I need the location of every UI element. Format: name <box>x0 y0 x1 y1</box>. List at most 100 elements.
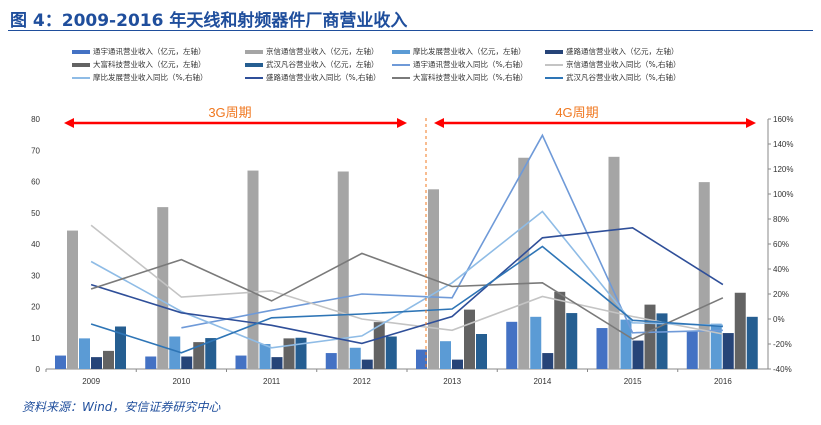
bar-5-2012 <box>373 322 385 369</box>
right-tick-label: 60% <box>773 240 789 249</box>
legend-label: 盛路通信营业收入同比（%,右轴） <box>266 73 381 82</box>
source-note: 资料来源：Wind，安信证券研究中心 <box>22 400 221 414</box>
bar-4-2013 <box>452 359 463 369</box>
legend-item: 大富科技营业收入（亿元，左轴） <box>72 59 206 70</box>
growth-line-5 <box>90 252 724 340</box>
x-tick-label: 2009 <box>82 377 100 386</box>
growth-line-2 <box>90 224 724 335</box>
bar-6-2015 <box>656 313 668 369</box>
bar-2-2012 <box>337 171 349 369</box>
arrow-head-left <box>64 118 74 128</box>
legend-swatch <box>72 76 90 79</box>
bar-3-2010 <box>169 336 181 369</box>
legend-label: 武汉凡谷营业收入同比（%,右轴） <box>566 73 681 82</box>
bar-6-2012 <box>385 336 397 369</box>
bar-2-2014 <box>518 157 530 369</box>
left-tick-label: 40 <box>31 240 40 249</box>
bar-4-2016 <box>722 333 734 369</box>
bar-3-2015 <box>620 319 632 369</box>
bar-2-2016 <box>698 182 710 369</box>
legend-label: 摩比发展营业收入同比（%,右轴） <box>93 73 208 82</box>
legend-item: 盛路通信营业收入同比（%,右轴） <box>245 72 381 83</box>
bar-6-2016 <box>746 316 758 369</box>
bar-1-2009 <box>55 355 66 369</box>
legend-label: 通宇通讯营业收入同比（%,右轴） <box>413 60 528 69</box>
bar-3-2013 <box>440 341 451 369</box>
bar-2-2011 <box>247 170 259 369</box>
legend-item: 大富科技营业收入同比（%,右轴） <box>392 72 528 83</box>
bar-4-2015 <box>632 340 644 369</box>
right-tick-label: 40% <box>773 265 789 274</box>
bar-5-2010 <box>193 342 205 369</box>
x-tick-label: 2015 <box>624 377 642 386</box>
bar-5-2011 <box>283 338 295 369</box>
arrow-head-right <box>746 118 756 128</box>
bar-6-2013 <box>476 334 487 369</box>
bar-5-2013 <box>464 309 475 369</box>
bar-1-2010 <box>145 356 157 369</box>
legend-item: 京信通信营业收入同比（%,右轴） <box>545 59 681 70</box>
bar-5-2016 <box>734 292 746 369</box>
bar-3-2011 <box>259 344 271 369</box>
bar-6-2010 <box>205 338 217 369</box>
bar-4-2011 <box>271 357 283 369</box>
legend-label: 大富科技营业收入（亿元，左轴） <box>93 60 206 69</box>
bar-1-2011 <box>235 355 247 369</box>
right-tick-label: 80% <box>773 215 789 224</box>
x-tick-label: 2013 <box>443 377 461 386</box>
bar-1-2016 <box>686 330 698 369</box>
bar-6-2014 <box>566 313 578 369</box>
legend-swatch <box>392 49 410 54</box>
legend-item: 通宇通讯营业收入同比（%,右轴） <box>392 59 528 70</box>
legend-label: 武汉凡谷营业收入（亿元，左轴） <box>266 60 379 69</box>
legend-swatch <box>545 49 563 54</box>
legend-label: 京信通信营业收入同比（%,右轴） <box>566 60 681 69</box>
left-tick-label: 60 <box>31 178 40 187</box>
arrow-head-right <box>397 118 407 128</box>
legend-item: 京信通信营业收入（亿元，左轴） <box>245 46 379 57</box>
left-tick-label: 10 <box>31 334 40 343</box>
4g-period-label: 4G周期 <box>555 105 598 120</box>
x-tick-label: 2010 <box>172 377 190 386</box>
right-tick-label: 120% <box>773 165 793 174</box>
legend-label: 大富科技营业收入同比（%,右轴） <box>413 73 528 82</box>
bar-3-2014 <box>530 316 542 369</box>
left-tick-label: 50 <box>31 209 40 218</box>
legend-item: 武汉凡谷营业收入同比（%,右轴） <box>545 72 681 83</box>
right-tick-label: 140% <box>773 140 793 149</box>
growth-line-4 <box>90 226 724 345</box>
bar-6-2011 <box>295 337 307 369</box>
bar-2-2009 <box>67 230 78 369</box>
bar-4-2009 <box>91 357 102 369</box>
right-tick-label: 100% <box>773 190 793 199</box>
bar-3-2016 <box>710 323 722 369</box>
growth-line-3 <box>90 210 723 349</box>
title-divider <box>8 30 813 31</box>
x-tick-label: 2014 <box>533 377 551 386</box>
legend-item: 摩比发展营业收入（亿元，左轴） <box>392 46 526 57</box>
growth-line-6 <box>90 245 723 354</box>
legend-label: 京信通信营业收入（亿元，左轴） <box>266 47 379 56</box>
legend-swatch <box>545 63 563 66</box>
bar-2-2010 <box>157 207 169 369</box>
figure-title: 图 4：2009-2016 年天线和射频器件厂商营业收入 <box>10 11 408 31</box>
legend-swatch <box>245 62 263 67</box>
x-tick-label: 2016 <box>714 377 732 386</box>
bar-5-2009 <box>103 350 114 369</box>
legend-label: 摩比发展营业收入（亿元，左轴） <box>413 47 526 56</box>
left-tick-label: 30 <box>31 271 40 280</box>
legend-swatch <box>545 76 563 79</box>
legend-swatch <box>72 62 90 67</box>
bar-3-2009 <box>79 338 90 369</box>
x-tick-label: 2011 <box>263 377 281 386</box>
legend-item: 摩比发展营业收入同比（%,右轴） <box>72 72 208 83</box>
bar-1-2013 <box>416 349 427 369</box>
bar-2-2015 <box>608 156 620 369</box>
left-tick-label: 20 <box>31 303 40 312</box>
legend-label: 通宇通讯营业收入（亿元，左轴） <box>93 47 206 56</box>
legend-swatch <box>245 76 263 79</box>
legend-item: 武汉凡谷营业收入（亿元，左轴） <box>245 59 379 70</box>
bar-4-2012 <box>361 359 373 369</box>
legend-swatch <box>392 63 410 66</box>
